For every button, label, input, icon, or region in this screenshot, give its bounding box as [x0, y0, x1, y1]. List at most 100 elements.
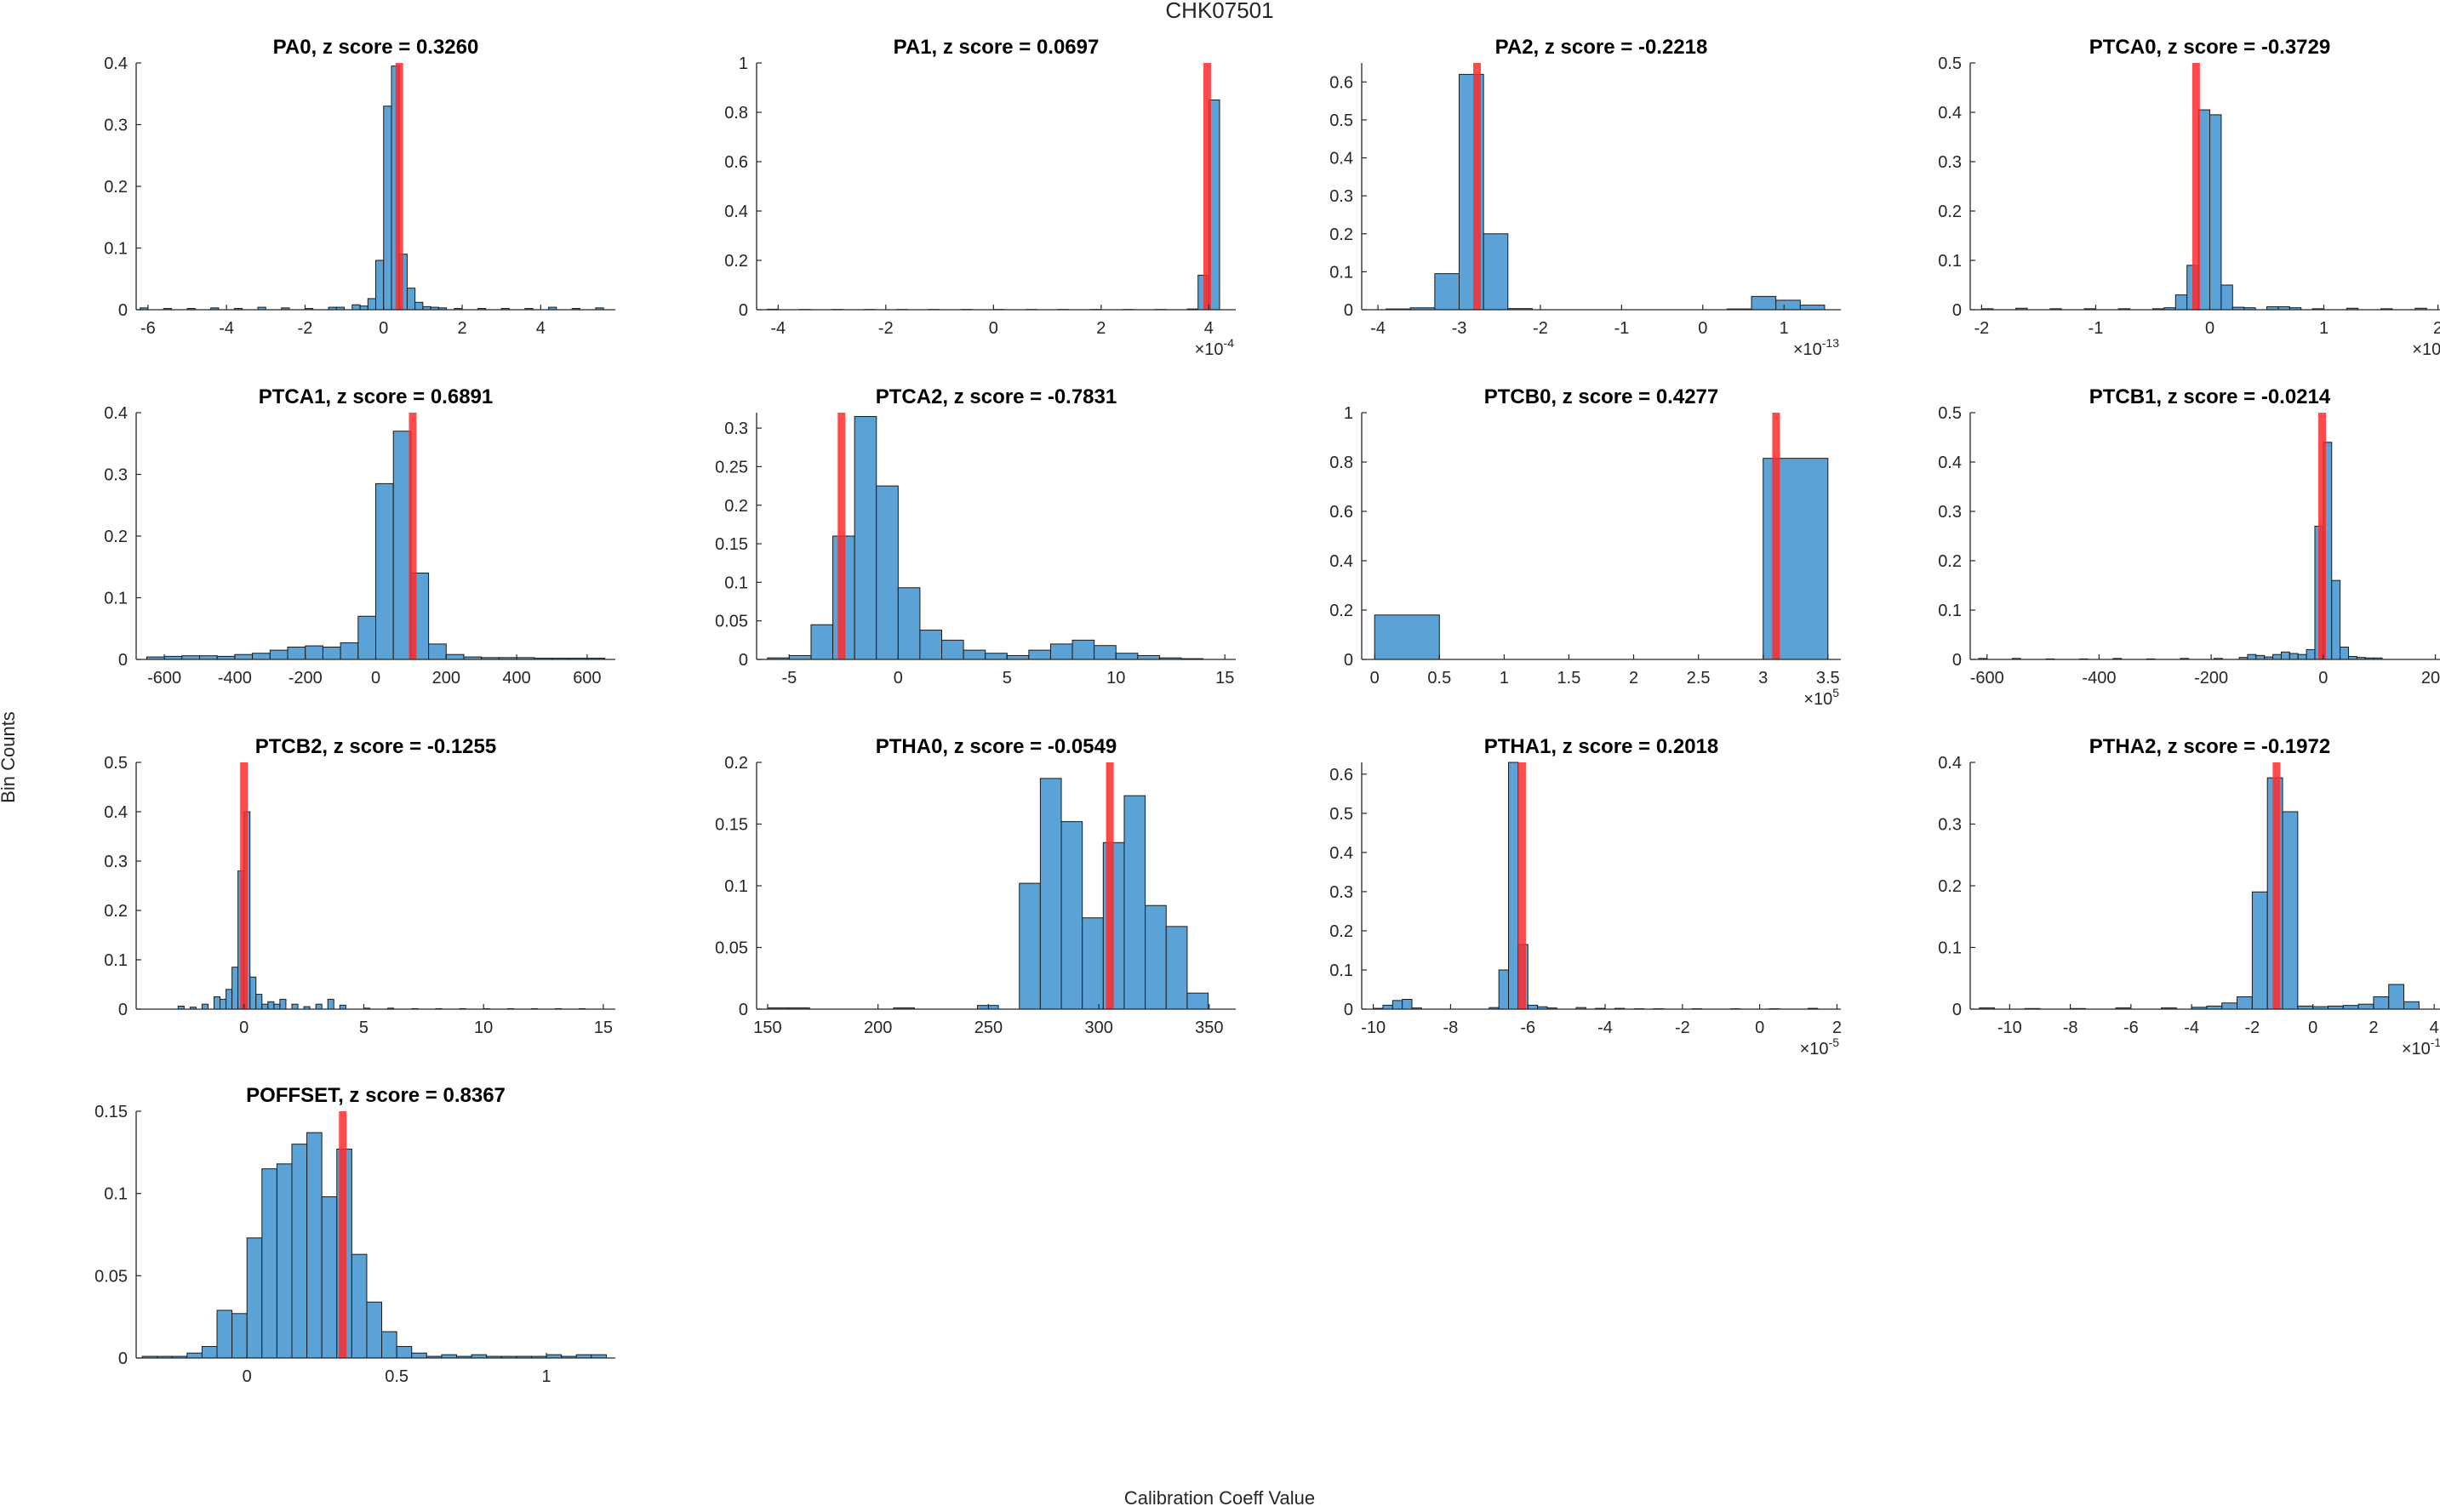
x-exponent: ×10-12	[2402, 1036, 2440, 1058]
histogram-bar	[2247, 653, 2257, 660]
figure-title: CHK07501	[1165, 0, 1273, 23]
subplot-ptca0: PTCA0, z score = -0.3729 0 0.1 0.2 0.3 0.4 0.5…	[1938, 36, 2440, 359]
x-tick-label: -2	[1533, 319, 1548, 338]
y-tick-label: 0.3	[1938, 503, 1962, 522]
x-tick-label: 15	[1215, 669, 1234, 688]
y-tick-label: 0.1	[1938, 252, 1962, 271]
y-tick-label: 0.1	[104, 1185, 128, 1204]
y-tick-label: 0	[118, 301, 128, 320]
y-tick-label: 0.5	[104, 754, 128, 773]
x-tick-label: 2	[1629, 669, 1638, 688]
x-tick-label: -3	[1452, 319, 1467, 338]
y-tick-label: 0.05	[715, 613, 748, 631]
histogram-bar	[216, 1309, 233, 1359]
x-tick-label: 15	[594, 1018, 613, 1037]
x-tick-label: 3	[1758, 669, 1768, 688]
histogram-bar	[351, 304, 361, 311]
x-tick-label: 200	[2421, 669, 2440, 688]
histogram-bar	[279, 998, 287, 1010]
x-tick-label: -4	[2184, 1018, 2199, 1037]
x-tick-label: 400	[502, 669, 530, 688]
value-marker	[1473, 63, 1482, 310]
y-tick-label: 0.15	[715, 816, 748, 835]
x-tick-label: -2	[1675, 1018, 1690, 1037]
histogram-bar	[941, 639, 964, 660]
histogram-bar	[199, 655, 218, 660]
y-tick-label: 0.2	[104, 902, 128, 921]
histogram-bar	[963, 649, 986, 660]
y-tick-label: 0.4	[1329, 150, 1353, 168]
y-tick-label: 0.6	[1329, 73, 1353, 92]
subplot-title: PTCB1, z score = -0.0214	[2089, 385, 2331, 408]
histogram-bar	[291, 1003, 299, 1010]
histogram-bar	[367, 298, 376, 311]
x-tick-label: 0	[894, 669, 903, 688]
x-exponent: ×10-13	[1793, 336, 1839, 359]
subplot-title: PTCA0, z score = -0.3729	[2089, 36, 2330, 59]
x-tick-label: 0	[2318, 669, 2328, 688]
histogram-bar	[276, 1163, 293, 1359]
x-tick-label: 10	[1106, 669, 1125, 688]
histogram-bar	[213, 996, 221, 1010]
x-tick-label: 0	[371, 669, 380, 688]
y-tick-label: 0.4	[1329, 552, 1353, 571]
histogram-bar	[2282, 811, 2299, 1010]
histogram-bar	[231, 967, 239, 1010]
subplot-ptca1: PTCA1, z score = 0.6891 0 0.1 0.2 0.3 0.4 -600…	[104, 385, 615, 688]
histogram-bar	[220, 998, 227, 1010]
histogram-bar	[1374, 614, 1440, 660]
histogram-bar	[186, 1352, 203, 1359]
histogram-bar	[261, 1168, 277, 1359]
x-tick-label: 1.5	[1557, 669, 1581, 688]
y-tick-label: 0.1	[1938, 602, 1962, 620]
value-marker	[1203, 63, 1211, 310]
histogram-bar	[396, 1345, 413, 1359]
value-marker	[1517, 762, 1526, 1009]
x-exponent: ×105	[1803, 686, 1839, 709]
x-tick-label: -400	[218, 669, 252, 688]
y-tick-label: 0.3	[104, 466, 128, 485]
x-tick-label: 0	[1370, 669, 1380, 688]
x-tick-label: -1	[1614, 319, 1629, 338]
y-tick-label: 0	[1344, 301, 1353, 320]
x-tick-label: 4	[536, 319, 546, 338]
histogram-bar	[1039, 778, 1062, 1010]
y-tick-label: 0	[1952, 301, 1962, 320]
histogram-bar	[976, 1005, 999, 1010]
subplot-ptha0: PTHA0, z score = -0.0549 0 0.05 0.1 0.15 0.2 1…	[715, 735, 1236, 1037]
y-tick-label: 0.4	[104, 404, 128, 423]
histogram-bar	[375, 482, 394, 660]
histogram-bar	[2340, 647, 2349, 660]
x-tick-label: -200	[289, 669, 323, 688]
x-tick-label: 350	[1195, 1018, 1223, 1037]
histogram-bar	[788, 654, 812, 660]
y-tick-label: 0.1	[1329, 263, 1353, 282]
y-tick-label: 0	[739, 1001, 748, 1019]
histogram-bar	[255, 994, 263, 1010]
y-tick-label: 0	[739, 301, 748, 320]
y-tick-label: 0	[739, 651, 748, 670]
histogram-bar	[226, 989, 233, 1010]
histogram-bar	[2272, 653, 2282, 660]
histogram-bar	[1775, 300, 1801, 311]
y-tick-label: 0.3	[104, 853, 128, 871]
subplot-title: PA0, z score = 0.3260	[273, 36, 479, 59]
y-tick-label: 0.15	[715, 535, 748, 554]
subplot-title: PA1, z score = 0.0697	[894, 36, 1100, 59]
x-tick-label: 150	[753, 1018, 781, 1037]
x-tick-label: 0	[2205, 319, 2214, 338]
y-tick-label: 0.6	[1329, 766, 1353, 785]
x-tick-label: 2	[2433, 319, 2440, 338]
y-tick-label: 0.6	[724, 153, 748, 172]
histogram-bar	[1019, 882, 1041, 1010]
histogram-bar	[252, 653, 271, 660]
y-tick-label: 0.4	[1938, 104, 1962, 123]
histogram-bar	[383, 106, 392, 311]
value-marker	[2318, 413, 2327, 659]
x-tick-label: 5	[1003, 669, 1012, 688]
histogram-bar	[305, 645, 323, 660]
histogram-bar	[273, 1003, 281, 1010]
y-tick-label: 0.5	[1329, 805, 1353, 824]
y-tick-label: 0.1	[1329, 961, 1353, 980]
histogram-bar	[1186, 992, 1209, 1010]
